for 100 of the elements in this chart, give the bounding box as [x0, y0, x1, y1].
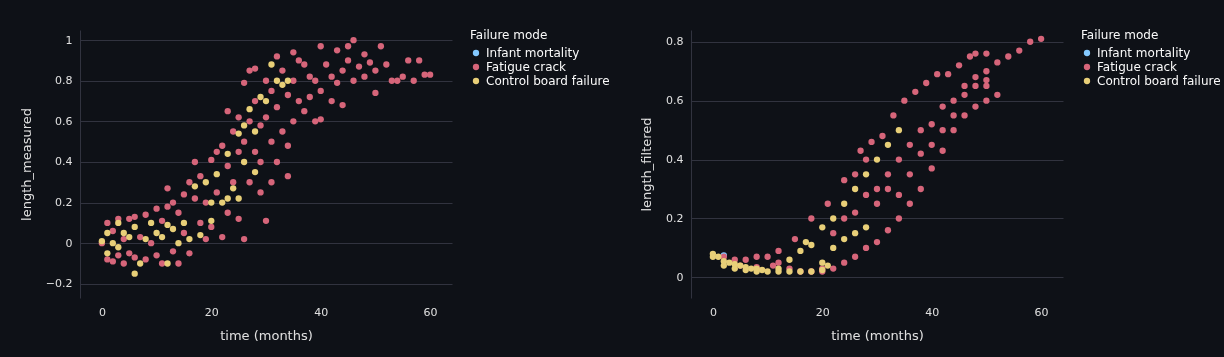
point	[808, 241, 815, 249]
point	[819, 259, 826, 266]
y-tick-label: 0.8	[666, 35, 684, 49]
x-tick-label: 0	[709, 305, 717, 319]
x-tick-label: 0	[98, 305, 106, 319]
point	[197, 231, 204, 239]
y-tick-label: 0	[65, 236, 73, 250]
y-tick-label: 0.8	[55, 74, 73, 88]
point	[251, 168, 259, 176]
point	[164, 221, 171, 229]
legend-title: Failure mode	[1081, 28, 1159, 42]
y-tick-label: 0.2	[666, 211, 684, 225]
y-tick-label: 0	[676, 270, 684, 284]
point	[208, 199, 215, 206]
point	[764, 268, 771, 275]
point	[273, 77, 281, 84]
point	[131, 223, 138, 231]
point	[246, 106, 253, 113]
point	[851, 230, 859, 237]
point	[104, 229, 111, 237]
point	[786, 256, 793, 263]
point	[715, 253, 722, 260]
point	[213, 171, 220, 178]
point	[884, 141, 892, 149]
point	[186, 235, 193, 243]
point	[240, 122, 248, 129]
point	[748, 265, 755, 272]
point	[109, 240, 116, 247]
legend-label: Infant mortality	[1097, 46, 1191, 60]
y-tick-label: 0.4	[666, 153, 684, 167]
point	[873, 156, 881, 163]
point	[147, 219, 155, 227]
point	[802, 238, 810, 246]
point	[819, 224, 826, 231]
x-tick-label: 20	[204, 305, 219, 319]
x-tick-label: 40	[314, 305, 329, 319]
point	[279, 81, 286, 88]
point	[153, 229, 160, 237]
point	[137, 260, 144, 267]
point	[235, 195, 242, 202]
legend-title: Failure mode	[470, 28, 548, 42]
point	[251, 128, 259, 135]
point	[895, 126, 903, 134]
point	[202, 179, 209, 186]
point	[164, 260, 171, 267]
x-tick-label: 60	[1034, 305, 1049, 319]
point	[862, 171, 870, 178]
y-axis-title: length_measured	[18, 108, 34, 221]
point	[131, 270, 138, 277]
point	[830, 244, 837, 252]
point	[235, 130, 242, 137]
point	[115, 244, 122, 251]
point	[262, 97, 270, 105]
point	[851, 185, 859, 193]
y-tick-label: 1	[65, 33, 73, 47]
point	[120, 229, 127, 237]
point	[862, 224, 870, 231]
point	[224, 150, 231, 157]
point	[169, 225, 177, 233]
point	[240, 158, 248, 166]
point	[841, 200, 848, 207]
point	[180, 219, 188, 227]
point	[824, 262, 831, 269]
x-axis-title: time (months)	[220, 327, 313, 343]
legend-label: Control board failure	[486, 74, 610, 88]
y-tick-label: 0.6	[666, 94, 684, 108]
point	[142, 235, 149, 243]
point	[219, 199, 226, 206]
point	[797, 247, 804, 255]
y-tick-label: −0.2	[45, 277, 73, 291]
x-tick-label: 20	[815, 305, 830, 319]
point	[284, 77, 292, 84]
x-tick-label: 40	[925, 305, 940, 319]
point	[104, 250, 111, 257]
point	[731, 265, 738, 272]
point	[758, 266, 766, 274]
y-tick-label: 0.6	[55, 114, 73, 128]
point	[268, 61, 275, 68]
point	[726, 259, 733, 266]
legend-label: Fatigue crack	[486, 60, 567, 74]
point	[257, 93, 264, 101]
point	[175, 240, 182, 247]
point	[224, 195, 231, 202]
point	[126, 233, 133, 241]
point	[830, 215, 837, 222]
point	[115, 219, 122, 227]
y-axis-title: length_filtered	[639, 117, 655, 212]
y-tick-label: 0.2	[55, 196, 73, 210]
point	[720, 262, 727, 269]
legend-label: Infant mortality	[486, 46, 580, 60]
legend-label: Control board failure	[1097, 74, 1221, 88]
point	[841, 235, 848, 243]
x-axis-title: time (months)	[831, 327, 924, 343]
legend-label: Fatigue crack	[1097, 60, 1178, 74]
y-tick-label: 0.4	[55, 155, 73, 169]
point	[191, 183, 199, 190]
point	[230, 185, 237, 192]
point	[158, 233, 166, 241]
point	[208, 217, 215, 224]
x-tick-label: 60	[423, 305, 438, 319]
